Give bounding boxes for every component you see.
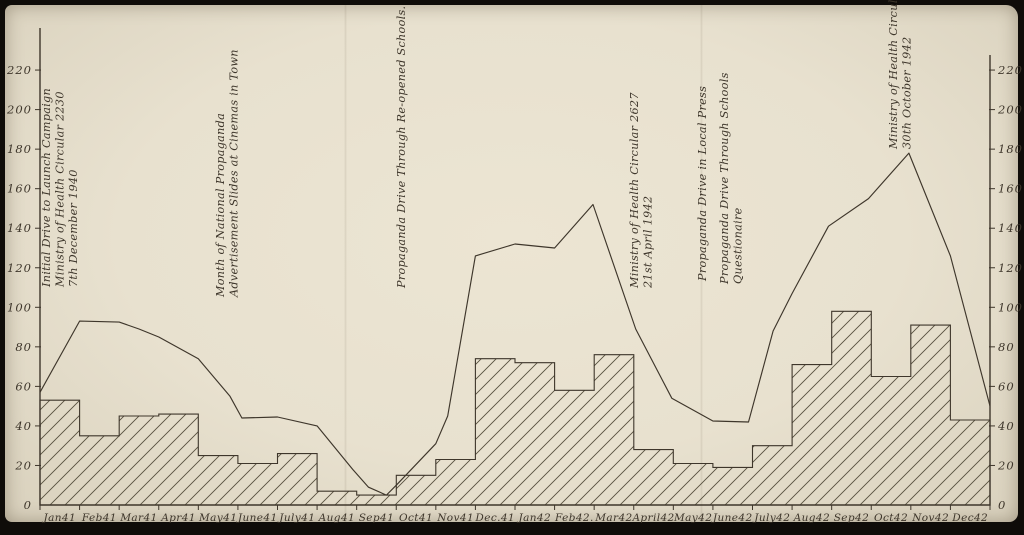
annotation-line: Initial Drive to Launch Campaign	[40, 88, 53, 288]
y-tick-label-right: 40	[997, 419, 1015, 433]
y-tick-label-right: 140	[998, 221, 1023, 235]
annotation-line: Questionaire	[732, 207, 745, 284]
y-tick-label-left: 40	[14, 419, 32, 433]
paper-crease	[344, 5, 347, 522]
y-tick-label-right: 100	[998, 300, 1023, 314]
annotation-note: Ministry of Health Circular 2713. 30th Oc…	[887, 0, 914, 150]
x-tick-label: Feb41	[81, 512, 117, 524]
x-tick-label: June42	[711, 512, 753, 524]
annotation-line: 30th October 1942	[901, 37, 914, 149]
y-tick-label-right: 60	[998, 379, 1015, 393]
annotation-note: Initial Drive to Launch Campaign Ministry…	[40, 88, 80, 288]
y-tick-label-left: 200	[6, 103, 32, 117]
x-tick-label: Dec42	[951, 512, 988, 524]
annotation-line: Ministry of Health Circular 2713.	[887, 0, 900, 150]
annotation-line: Propaganda Drive Through Re-opened Schoo…	[395, 6, 408, 289]
y-tick-label-right: 220	[997, 63, 1023, 77]
x-tick-label: Sep41	[359, 512, 395, 524]
x-tick-label: Jan41	[41, 512, 76, 524]
y-tick-label-left: 80	[15, 340, 32, 354]
x-tick-label: Mar42	[594, 512, 632, 524]
x-tick-label: Oct41	[399, 512, 433, 524]
annotation-line: Advertisement Slides at Cinemas in Town	[228, 49, 241, 298]
y-tick-label-left: 120	[7, 261, 32, 275]
y-tick-label-right: 80	[998, 340, 1015, 354]
bars-series	[39, 310, 991, 506]
annotation-line: Propaganda Drive in Local Press	[696, 86, 709, 282]
axes: 0 0 20 20 40 40 60 60 80 80 100 100 120 120 140 140 160 1…	[6, 28, 1023, 524]
annotation-note: Month of National Propaganda Advertisemen…	[214, 49, 241, 298]
y-tick-label-left: 20	[14, 458, 32, 472]
x-tick-label: Apr41	[160, 512, 196, 524]
x-tick-label: May41	[198, 512, 237, 524]
annotation-line: Ministry of Health Circular 2627	[628, 92, 641, 289]
x-tick-label: April42	[631, 512, 674, 524]
annotation-note: Propaganda Drive Through Schools Question…	[718, 72, 745, 285]
trend-line	[39, 152, 991, 496]
y-tick-label-left: 140	[7, 221, 32, 235]
y-tick-label-right: 20	[997, 458, 1015, 472]
y-tick-label-right: 180	[998, 142, 1023, 156]
y-tick-label-right: 200	[997, 103, 1023, 117]
x-tick-label: June41	[236, 512, 278, 524]
x-tick-label: Feb42.	[554, 512, 594, 524]
y-tick-label-left: 180	[7, 142, 32, 156]
y-tick-label-left: 100	[7, 300, 32, 314]
y-tick-label-left: 160	[7, 182, 32, 196]
x-tick-label: Jan42	[516, 512, 551, 524]
x-tick-label: May42	[673, 512, 712, 524]
y-tick-label-left: 220	[6, 63, 32, 77]
y-tick-label-left: 60	[15, 379, 32, 393]
y-tick-label-right: 160	[998, 182, 1023, 196]
y-tick-label-right: 0	[998, 498, 1006, 512]
x-tick-label: Aug42	[793, 512, 830, 524]
y-tick-label-right: 120	[998, 261, 1023, 275]
annotation-line: 7th December 1940	[67, 169, 80, 287]
annotation-note: Propaganda Drive in Local Press	[696, 86, 709, 282]
x-tick-label: Sep42	[834, 512, 870, 524]
y-tick-label-left: 0	[24, 498, 32, 512]
x-tick-label: July42	[752, 512, 790, 524]
annotation-line: Month of National Propaganda	[214, 113, 227, 298]
x-tick-label: Mar41	[119, 512, 157, 524]
x-tick-label: Dec.41	[474, 512, 515, 524]
x-tick-label: Nov41	[436, 512, 474, 524]
x-tick-label: July41	[277, 512, 315, 524]
x-tick-label: Aug41	[318, 512, 355, 524]
annotation-line: Propaganda Drive Through Schools	[718, 72, 731, 285]
paper-crease	[700, 5, 703, 522]
annotation-line: Ministry of Health Circular 2230	[54, 91, 67, 288]
x-tick-label: Oct42	[874, 512, 908, 524]
annotation-note: Propaganda Drive Through Re-opened Schoo…	[395, 6, 408, 289]
annotation-note: Ministry of Health Circular 2627 21st Apr…	[628, 92, 655, 289]
annotation-line: 21st April 1942	[642, 196, 655, 289]
x-tick-label: Nov42	[911, 512, 949, 524]
